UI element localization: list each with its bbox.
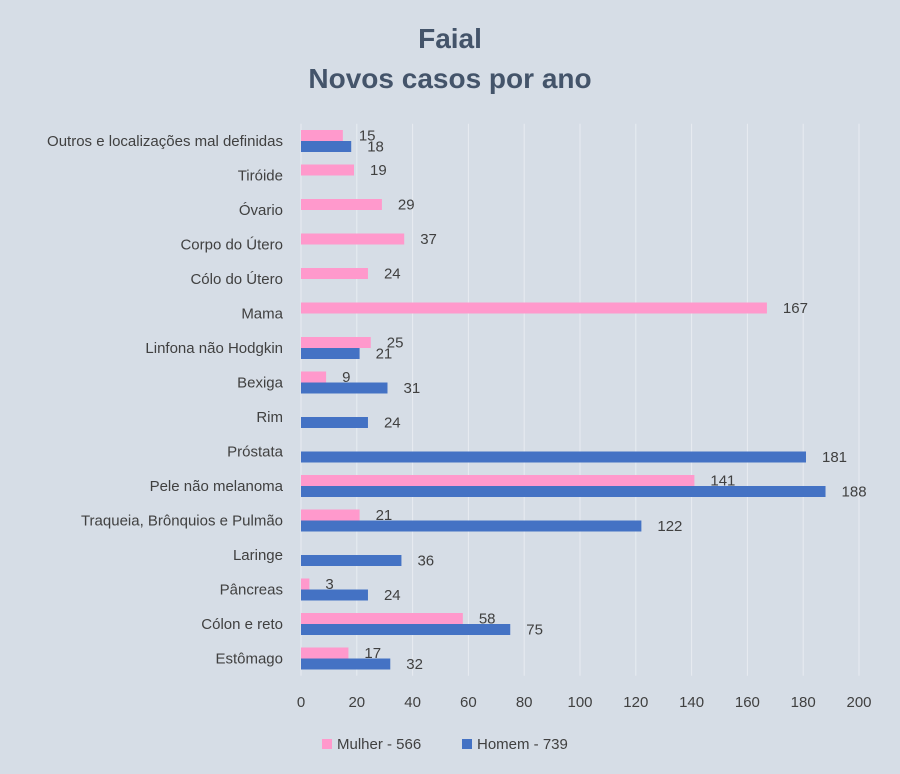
data-label: 15	[359, 128, 376, 145]
legend-label: Mulher - 566	[337, 736, 421, 753]
data-label: 36	[417, 553, 434, 570]
data-label: 17	[364, 645, 381, 662]
data-label: 3	[325, 576, 333, 593]
category-label: Cólo do Útero	[190, 271, 283, 288]
bar-mulher	[301, 578, 310, 590]
bar-mulher	[301, 302, 767, 314]
category-label: Tiróide	[238, 168, 283, 185]
bar-mulher	[301, 268, 368, 279]
data-label: 19	[370, 162, 387, 179]
data-label: 122	[657, 518, 682, 535]
x-tick-label: 160	[735, 694, 760, 711]
bar-mulher	[301, 647, 349, 659]
data-label: 18	[367, 139, 384, 156]
bar-homem	[301, 417, 368, 428]
data-label: 75	[526, 622, 543, 639]
bar-homem	[301, 486, 826, 497]
x-tick-label: 80	[516, 694, 533, 711]
data-label: 167	[783, 300, 808, 317]
bar-homem	[301, 451, 806, 463]
data-label: 31	[403, 380, 420, 397]
category-label: Rim	[256, 409, 283, 426]
bar-homem	[301, 348, 360, 359]
x-tick-label: 40	[404, 694, 421, 711]
bar-mulher	[301, 371, 327, 383]
category-label: Estômago	[215, 651, 283, 668]
chart-title: Faial	[418, 23, 482, 54]
data-label: 29	[398, 197, 415, 214]
category-label: Corpo do Útero	[180, 237, 283, 254]
data-label: 24	[384, 415, 401, 432]
data-label: 9	[342, 369, 350, 386]
legend-swatch	[322, 739, 332, 749]
data-label: 21	[376, 507, 393, 524]
x-tick-label: 140	[679, 694, 704, 711]
x-tick-label: 120	[623, 694, 648, 711]
bar-homem	[301, 382, 388, 394]
category-label: Mama	[241, 306, 283, 323]
legend-swatch	[462, 739, 472, 749]
data-label: 58	[479, 611, 496, 628]
category-label: Óvario	[239, 202, 283, 219]
data-label: 37	[420, 231, 437, 248]
bar-homem	[301, 141, 352, 152]
category-label: Pele não melanoma	[150, 478, 284, 495]
chart-subtitle: Novos casos por ano	[308, 63, 591, 94]
bar-mulher	[301, 475, 695, 486]
category-label: Laringe	[233, 547, 283, 564]
data-label: 32	[406, 656, 423, 673]
legend-label: Homem - 739	[477, 736, 568, 753]
x-tick-label: 100	[567, 694, 592, 711]
category-labels: Outros e localizações mal definidas Tirói…	[47, 133, 284, 668]
data-label: 24	[384, 266, 401, 283]
bar-mulher	[301, 509, 360, 521]
bar-homem	[301, 520, 642, 532]
bar-homem	[301, 624, 511, 635]
bar-mulher	[301, 613, 463, 624]
data-label: 25	[387, 335, 404, 352]
bar-homem	[301, 658, 391, 670]
data-label: 141	[710, 473, 735, 490]
x-tick-label: 200	[846, 694, 871, 711]
x-tick-label: 0	[297, 694, 305, 711]
bar-mulher	[301, 337, 371, 348]
x-axis-ticks: 0 20 40 60 80 100 120 140 160 180 200	[297, 694, 872, 711]
category-label: Traqueia, Brônquios e Pulmão	[81, 513, 283, 530]
data-label: 188	[842, 484, 867, 501]
data-label: 21	[376, 346, 393, 363]
x-tick-label: 60	[460, 694, 477, 711]
category-label: Linfona não Hodgkin	[145, 340, 283, 357]
category-label: Outros e localizações mal definidas	[47, 133, 283, 150]
category-label: Próstata	[227, 444, 284, 461]
bar-mulher	[301, 130, 343, 141]
x-tick-label: 20	[348, 694, 365, 711]
bar-homem	[301, 589, 368, 601]
bar-mulher	[301, 199, 382, 210]
bar-mulher	[301, 233, 405, 245]
bars: 1518192937241672521931241811411882112236…	[301, 128, 867, 673]
category-label: Cólon e reto	[201, 616, 283, 633]
data-label: 24	[384, 587, 401, 604]
data-label: 181	[822, 449, 847, 466]
x-tick-label: 180	[791, 694, 816, 711]
category-label: Bexiga	[237, 375, 284, 392]
category-label: Pâncreas	[220, 582, 283, 599]
bar-homem	[301, 555, 402, 566]
bar-mulher	[301, 164, 355, 176]
legend: Mulher - 566 Homem - 739	[322, 736, 568, 753]
gridlines	[300, 123, 860, 676]
